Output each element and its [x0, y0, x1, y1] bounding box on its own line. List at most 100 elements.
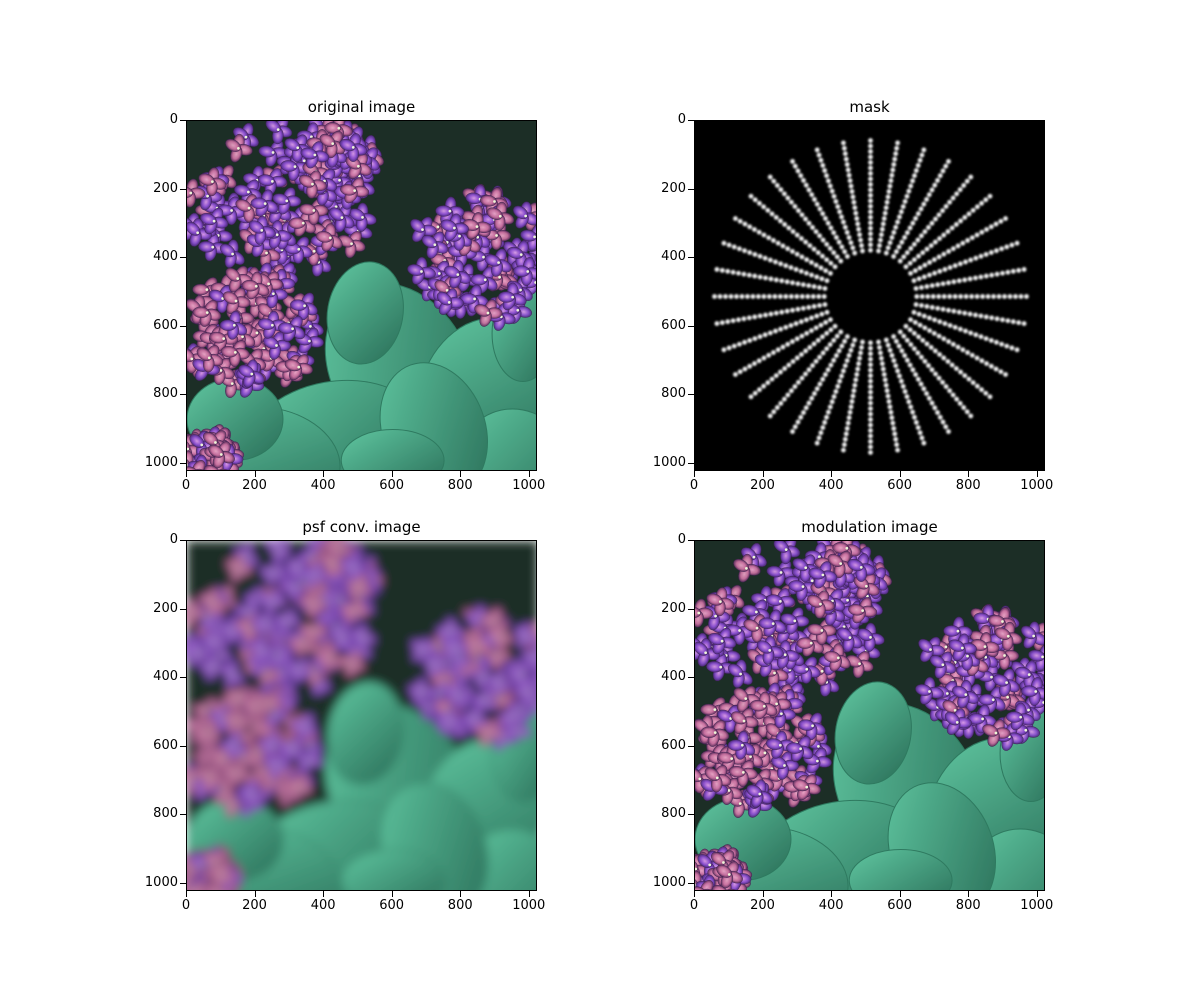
panel-title: modulation image [801, 518, 938, 536]
x-tick [528, 891, 530, 897]
x-tick [1036, 891, 1038, 897]
x-tick-label: 200 [750, 898, 775, 913]
y-tick-label: 1000 [652, 454, 686, 470]
x-tick [694, 471, 695, 477]
image-axes [694, 540, 1045, 891]
x-tick-label: 800 [447, 898, 473, 913]
x-tick-label: 400 [818, 478, 844, 493]
y-tick-label: 1000 [144, 454, 178, 470]
y-tick-label: 1000 [144, 874, 178, 890]
y-tick [180, 814, 186, 816]
y-tick-label: 800 [661, 386, 686, 402]
x-tick-label: 800 [447, 478, 473, 493]
y-tick-label: 200 [153, 600, 178, 616]
x-tick [899, 891, 901, 897]
x-tick-label: 1000 [1020, 478, 1054, 493]
x-tick [391, 471, 393, 477]
y-tick [180, 608, 186, 610]
x-tick-label: 800 [955, 898, 981, 913]
x-tick-label: 400 [818, 898, 844, 913]
x-tick [968, 891, 970, 897]
y-tick-label: 200 [661, 600, 686, 616]
image-axes [694, 120, 1045, 471]
original-picture [187, 121, 536, 470]
y-tick-label: 400 [153, 249, 178, 265]
panel-title: mask [849, 98, 890, 116]
x-tick [323, 891, 325, 897]
y-tick [180, 325, 186, 327]
image-axes [186, 540, 537, 891]
y-tick [688, 462, 694, 464]
y-tick [180, 257, 186, 259]
x-tick-label: 0 [689, 898, 699, 913]
y-tick [688, 540, 694, 541]
x-tick [694, 891, 695, 897]
y-tick [688, 882, 694, 884]
panel-title: original image [307, 98, 416, 116]
x-tick [460, 891, 462, 897]
x-tick [460, 471, 462, 477]
y-tick [688, 394, 694, 396]
y-tick [180, 882, 186, 884]
x-tick [762, 471, 764, 477]
y-tick-label: 0 [169, 532, 178, 547]
y-tick [180, 462, 186, 464]
x-tick [186, 891, 187, 897]
y-tick-label: 200 [153, 180, 178, 196]
image-axes [186, 120, 537, 471]
x-tick [254, 891, 256, 897]
y-tick [180, 394, 186, 396]
y-tick-label: 400 [153, 669, 178, 685]
y-tick-label: 600 [661, 737, 686, 753]
y-tick [180, 188, 186, 190]
x-tick-label: 400 [310, 898, 336, 913]
x-tick-label: 200 [750, 478, 775, 493]
x-tick [186, 471, 187, 477]
x-tick-label: 200 [242, 898, 267, 913]
y-tick [180, 120, 186, 121]
panel-title: psf conv. image [302, 518, 421, 536]
y-tick-label: 600 [661, 317, 686, 333]
y-tick-label: 400 [661, 249, 686, 265]
modulation-picture [695, 541, 1044, 890]
y-tick-label: 400 [661, 669, 686, 685]
x-tick-label: 600 [379, 898, 405, 913]
x-tick-label: 400 [310, 478, 336, 493]
x-tick [1036, 471, 1038, 477]
x-tick [899, 471, 901, 477]
y-tick [688, 745, 694, 747]
x-tick [968, 471, 970, 477]
x-tick [391, 891, 393, 897]
mask-picture [695, 121, 1044, 470]
psf-picture [187, 541, 536, 890]
x-tick [528, 471, 530, 477]
y-tick [688, 677, 694, 679]
y-tick [180, 540, 186, 541]
y-tick-label: 600 [153, 317, 178, 333]
x-tick [323, 471, 325, 477]
y-tick-label: 600 [153, 737, 178, 753]
y-tick [688, 188, 694, 190]
y-tick [688, 814, 694, 816]
y-tick-label: 0 [677, 112, 686, 127]
x-tick-label: 600 [887, 478, 913, 493]
x-tick-label: 0 [181, 898, 191, 913]
y-tick-label: 1000 [652, 874, 686, 890]
y-tick [688, 325, 694, 327]
x-tick [254, 471, 256, 477]
y-tick [180, 677, 186, 679]
x-tick-label: 600 [379, 478, 405, 493]
x-tick [831, 891, 833, 897]
x-tick-label: 600 [887, 898, 913, 913]
y-tick [180, 745, 186, 747]
x-tick [831, 471, 833, 477]
x-tick-label: 200 [242, 478, 267, 493]
y-tick [688, 608, 694, 610]
x-tick-label: 800 [955, 478, 981, 493]
y-tick-label: 800 [153, 386, 178, 402]
y-tick-label: 0 [169, 112, 178, 127]
y-tick-label: 0 [677, 532, 686, 547]
y-tick [688, 120, 694, 121]
x-tick [762, 891, 764, 897]
y-tick [688, 257, 694, 259]
